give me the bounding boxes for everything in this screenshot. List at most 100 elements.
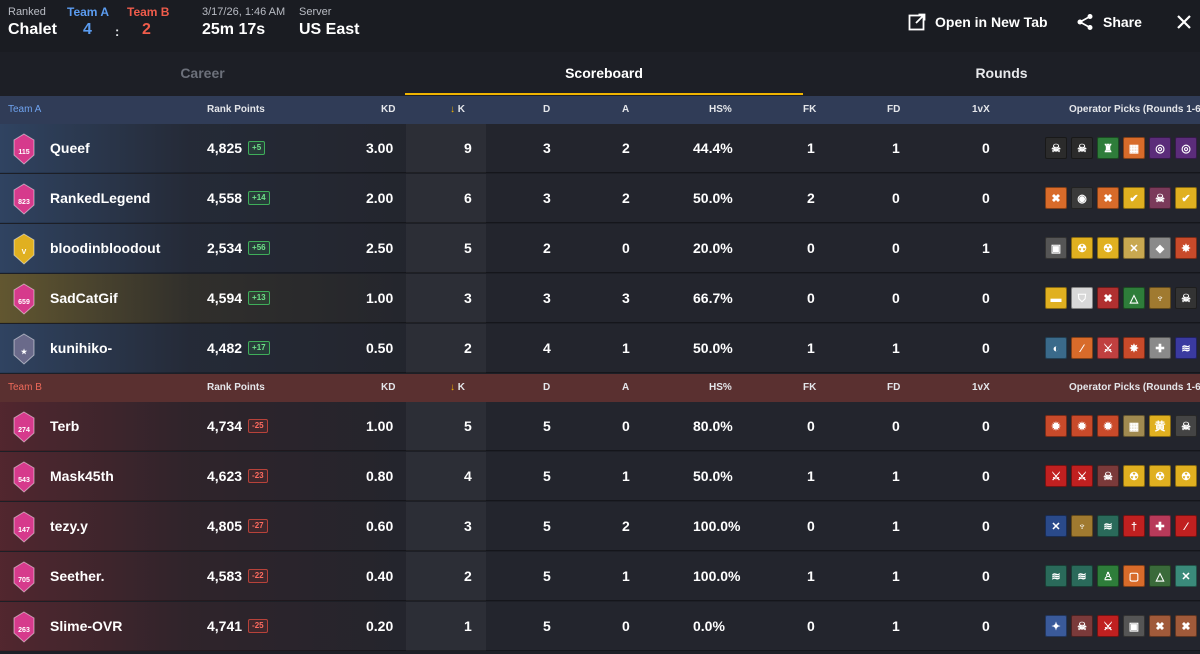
player-row[interactable]: 263 Slime-OVR 4,741 -25 0.20 1 5 0 0.0% 0 1 0 ✦ ☠ ⚔ ▣ ✖ ✖ [0,602,1200,651]
col-d[interactable]: D [543,104,551,115]
player-row[interactable]: 659 SadCatGif 4,594 +13 1.00 3 3 3 66.7% 0 0 0 ▬ ⛉ ✖ △ ♆… [0,274,1200,323]
robot-icon[interactable]: ▣ [1123,615,1145,637]
cross-icon[interactable]: ✕ [1123,237,1145,259]
col-a[interactable]: A [622,104,630,115]
claw-icon[interactable]: ⚔ [1097,615,1119,637]
grid-icon[interactable]: ▦ [1123,137,1145,159]
skull-icon[interactable]: ☠ [1071,615,1093,637]
wave-icon[interactable]: ≋ [1175,337,1197,359]
col-k[interactable]: ↓ K [450,96,465,124]
radiation-icon[interactable]: ☢ [1175,465,1197,487]
robot-icon[interactable]: ▣ [1045,237,1067,259]
open-new-tab-button[interactable]: Open in New Tab [908,11,1048,33]
col-fd[interactable]: FD [887,104,901,115]
crossbones-icon[interactable]: ✖ [1045,187,1067,209]
wings-icon[interactable]: ♆ [1071,515,1093,537]
player-name[interactable]: Queef [50,140,90,156]
wave-icon[interactable]: ≋ [1045,565,1067,587]
player-name[interactable]: RankedLegend [50,190,151,206]
shield-icon[interactable]: ⛉ [1071,287,1093,309]
wings-icon[interactable]: ♆ [1149,287,1171,309]
crossbones-icon[interactable]: ✖ [1097,287,1119,309]
col-d[interactable]: D [543,382,551,393]
col-fk[interactable]: FK [803,382,817,393]
spiral-icon[interactable]: ◎ [1175,137,1197,159]
triangle-icon[interactable]: △ [1149,565,1171,587]
radiation-icon[interactable]: ☢ [1123,465,1145,487]
grid-icon[interactable]: ▦ [1123,415,1145,437]
crossbones-icon[interactable]: ✖ [1149,615,1171,637]
slash-icon[interactable]: ⁄ [1175,515,1197,537]
skull-icon[interactable]: ☠ [1175,415,1197,437]
col-kd[interactable]: KD [381,104,396,115]
bug-icon[interactable]: ✚ [1149,515,1171,537]
col-fk[interactable]: FK [803,104,817,115]
radiation-icon[interactable]: ☢ [1097,237,1119,259]
tab-career[interactable]: Career [180,65,225,81]
player-name[interactable]: kunihiko- [50,340,113,356]
bug-icon[interactable]: ✚ [1149,337,1171,359]
crossbones-icon[interactable]: ✖ [1097,187,1119,209]
skull-icon[interactable]: ☠ [1071,137,1093,159]
tab-scoreboard[interactable]: Scoreboard [565,65,643,81]
kanji-icon[interactable]: 黄 [1149,415,1171,437]
share-button[interactable]: Share [1076,11,1142,33]
slash-icon[interactable]: ⁄ [1071,337,1093,359]
claw-icon[interactable]: ⚔ [1071,465,1093,487]
burst-icon[interactable]: ✹ [1097,415,1119,437]
player-name[interactable]: Terb [50,418,80,434]
player-name[interactable]: SadCatGif [50,290,118,306]
col-hs[interactable]: HS% [709,382,732,393]
wave-icon[interactable]: ≋ [1097,515,1119,537]
player-name[interactable]: Seether. [50,568,105,584]
triangle-icon[interactable]: △ [1123,287,1145,309]
wave-icon[interactable]: ≋ [1071,565,1093,587]
radiation-icon[interactable]: ☢ [1149,465,1171,487]
check-icon[interactable]: ✔ [1123,187,1145,209]
player-row[interactable]: 705 Seether. 4,583 -22 0.40 2 5 1 100.0% 1 1 0 ≋ ≋ ♙ ▢ △… [0,552,1200,601]
spiral-icon[interactable]: ◎ [1149,137,1171,159]
col-rank-points[interactable]: Rank Points [207,382,265,393]
shield-icon[interactable]: ◆ [1149,237,1171,259]
visor-icon[interactable]: ▬ [1045,287,1067,309]
skull-icon[interactable]: ☠ [1097,465,1119,487]
mask-icon[interactable]: ◉ [1071,187,1093,209]
knife-icon[interactable]: † [1123,515,1145,537]
player-name[interactable]: Slime-OVR [50,618,123,634]
player-name[interactable]: bloodinbloodout [50,240,161,256]
helmet-icon[interactable]: ◐ [1045,337,1067,359]
burst-icon[interactable]: ✹ [1071,415,1093,437]
player-name[interactable]: Mask45th [50,468,114,484]
spark-icon[interactable]: ✦ [1045,615,1067,637]
star-icon[interactable]: ✸ [1175,237,1197,259]
col-k[interactable]: ↓ K [450,374,465,402]
crossbones-icon[interactable]: ✖ [1175,615,1197,637]
claw-icon[interactable]: ⚔ [1097,337,1119,359]
cross-icon[interactable]: ✕ [1045,515,1067,537]
player-row[interactable]: 274 Terb 4,734 -25 1.00 5 5 0 80.0% 0 0 0 ✹ ✹ ✹ ▦ 黄 ☠ [0,402,1200,451]
skull-icon[interactable]: ☠ [1175,287,1197,309]
col-fd[interactable]: FD [887,382,901,393]
burst-icon[interactable]: ✹ [1045,415,1067,437]
player-row[interactable]: 147 tezy.y 4,805 -27 0.60 3 5 2 100.0% 0 1 0 ✕ ♆ ≋ † ✚ ⁄ [0,502,1200,551]
col-rank-points[interactable]: Rank Points [207,104,265,115]
cross-icon[interactable]: ✕ [1175,565,1197,587]
person-icon[interactable]: ♙ [1097,565,1119,587]
star-icon[interactable]: ✸ [1123,337,1145,359]
player-name[interactable]: tezy.y [50,518,88,534]
player-row[interactable]: 543 Mask45th 4,623 -23 0.80 4 5 1 50.0% 1 1 0 ⚔ ⚔ ☠ ☢ ☢ ☢ [0,452,1200,501]
col-kd[interactable]: KD [381,382,396,393]
claw-icon[interactable]: ⚔ [1045,465,1067,487]
col-a[interactable]: A [622,382,630,393]
player-row[interactable]: 115 Queef 4,825 +5 3.00 9 3 2 44.4% 1 1 0 ☠ ☠ ♜ ▦ ◎ ◎ [0,124,1200,173]
player-row[interactable]: 823 RankedLegend 4,558 +14 2.00 6 3 2 50.0% 2 0 0 ✖ ◉… [0,174,1200,223]
tower-icon[interactable]: ♜ [1097,137,1119,159]
tab-rounds[interactable]: Rounds [975,65,1028,81]
skull-icon[interactable]: ☠ [1045,137,1067,159]
close-button[interactable] [1176,11,1200,33]
check-icon[interactable]: ✔ [1175,187,1197,209]
col-1vx[interactable]: 1vX [972,104,990,115]
col-1vx[interactable]: 1vX [972,382,990,393]
col-hs[interactable]: HS% [709,104,732,115]
